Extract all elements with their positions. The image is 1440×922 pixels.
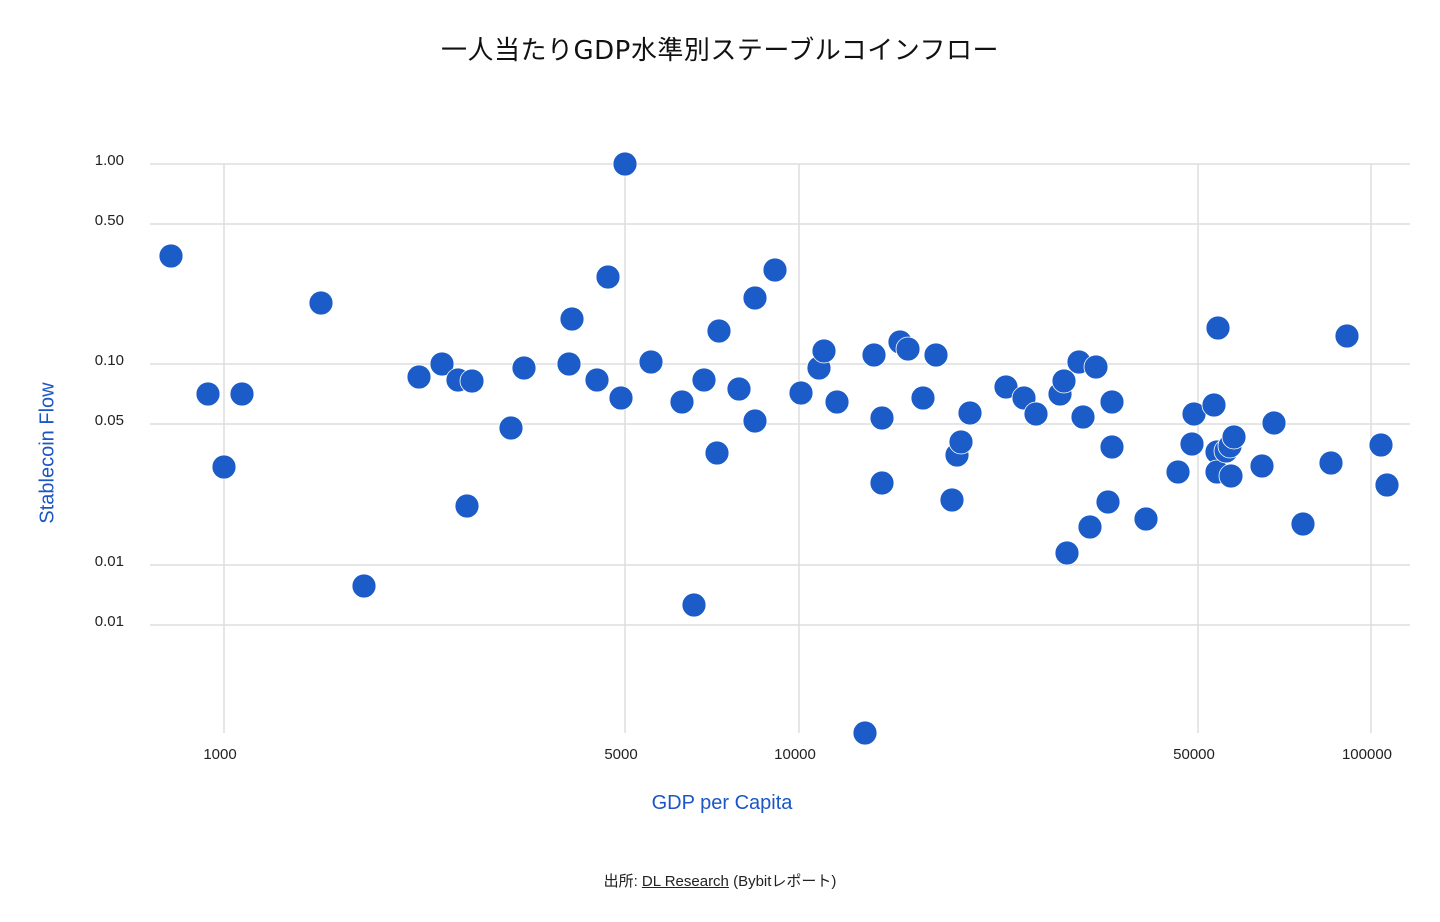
y-tick-label: 1.00 (94, 152, 124, 169)
source-suffix: (Bybitレポート) (728, 873, 837, 890)
data-point[interactable] (811, 338, 837, 364)
data-point[interactable] (1070, 404, 1096, 430)
data-point[interactable] (1099, 434, 1125, 460)
data-point[interactable] (788, 380, 814, 406)
x-tick-label: 50000 (1173, 746, 1215, 763)
data-point[interactable] (1205, 315, 1231, 341)
data-point[interactable] (406, 364, 432, 390)
y-tick-label: 0.50 (94, 212, 124, 229)
data-point[interactable] (308, 290, 334, 316)
chart-title: 一人当たりGDP水準別ステーブルコインフロー (441, 36, 999, 66)
data-point[interactable] (559, 306, 585, 332)
data-point[interactable] (459, 368, 485, 394)
data-point[interactable] (1218, 463, 1244, 489)
data-point[interactable] (993, 374, 1019, 400)
data-point[interactable] (895, 336, 921, 362)
x-tick-label: 1000 (203, 746, 237, 763)
data-point[interactable] (852, 720, 878, 746)
x-tick-label: 5000 (604, 746, 638, 763)
data-point[interactable] (939, 487, 965, 513)
data-point[interactable] (351, 573, 377, 599)
data-point[interactable] (1054, 540, 1080, 566)
y-axis-label: Stablecoin Flow (36, 382, 59, 524)
data-point[interactable] (158, 243, 184, 269)
y-tick-label: 0.05 (94, 412, 124, 429)
data-point[interactable] (1133, 506, 1159, 532)
data-point[interactable] (511, 355, 537, 381)
data-point[interactable] (229, 381, 255, 407)
data-point[interactable] (1165, 459, 1191, 485)
data-point[interactable] (861, 342, 887, 368)
data-point[interactable] (1368, 432, 1394, 458)
source-note: 出所: DL Research (Bybitレポート) (0, 870, 1440, 891)
data-point[interactable] (669, 389, 695, 415)
data-point[interactable] (1083, 354, 1109, 380)
y-tick-label: 0.10 (94, 352, 124, 369)
data-point[interactable] (612, 151, 638, 177)
data-point[interactable] (1249, 453, 1275, 479)
data-point[interactable] (1334, 323, 1360, 349)
data-point[interactable] (824, 389, 850, 415)
data-point[interactable] (1099, 389, 1125, 415)
data-point[interactable] (1261, 410, 1287, 436)
data-point[interactable] (1290, 511, 1316, 537)
data-point[interactable] (691, 367, 717, 393)
data-point[interactable] (498, 415, 524, 441)
data-point[interactable] (1095, 489, 1121, 515)
data-point[interactable] (595, 264, 621, 290)
x-tick-label: 100000 (1341, 746, 1393, 763)
source-link[interactable]: DL Research (641, 873, 729, 890)
data-point[interactable] (1051, 368, 1077, 394)
data-point[interactable] (923, 342, 949, 368)
data-point[interactable] (584, 367, 610, 393)
data-point[interactable] (211, 454, 237, 480)
data-point[interactable] (706, 318, 732, 344)
data-point[interactable] (556, 351, 582, 377)
data-point[interactable] (704, 440, 730, 466)
y-tick-label: 0.01 (94, 613, 124, 630)
data-points (158, 151, 1400, 746)
data-point[interactable] (1221, 424, 1247, 450)
data-point[interactable] (742, 285, 768, 311)
data-point[interactable] (429, 351, 455, 377)
data-point[interactable] (681, 592, 707, 618)
data-point[interactable] (1179, 431, 1205, 457)
data-point[interactable] (762, 257, 788, 283)
data-point[interactable] (1077, 514, 1103, 540)
data-point[interactable] (910, 385, 936, 411)
y-tick-label: 0.01 (94, 553, 124, 570)
data-point[interactable] (1023, 401, 1049, 427)
data-point[interactable] (957, 400, 983, 426)
data-point[interactable] (726, 376, 752, 402)
data-point[interactable] (638, 349, 664, 375)
data-point[interactable] (1201, 392, 1227, 418)
source-prefix: 出所: (603, 873, 642, 890)
data-point[interactable] (195, 381, 221, 407)
data-point[interactable] (454, 493, 480, 519)
data-point[interactable] (1318, 450, 1344, 476)
data-point[interactable] (608, 385, 634, 411)
data-point[interactable] (869, 470, 895, 496)
data-point[interactable] (948, 429, 974, 455)
x-axis-label: GDP per Capita (651, 792, 793, 814)
data-point[interactable] (1374, 472, 1400, 498)
x-tick-label: 10000 (774, 746, 816, 763)
data-point[interactable] (742, 408, 768, 434)
data-point[interactable] (869, 405, 895, 431)
